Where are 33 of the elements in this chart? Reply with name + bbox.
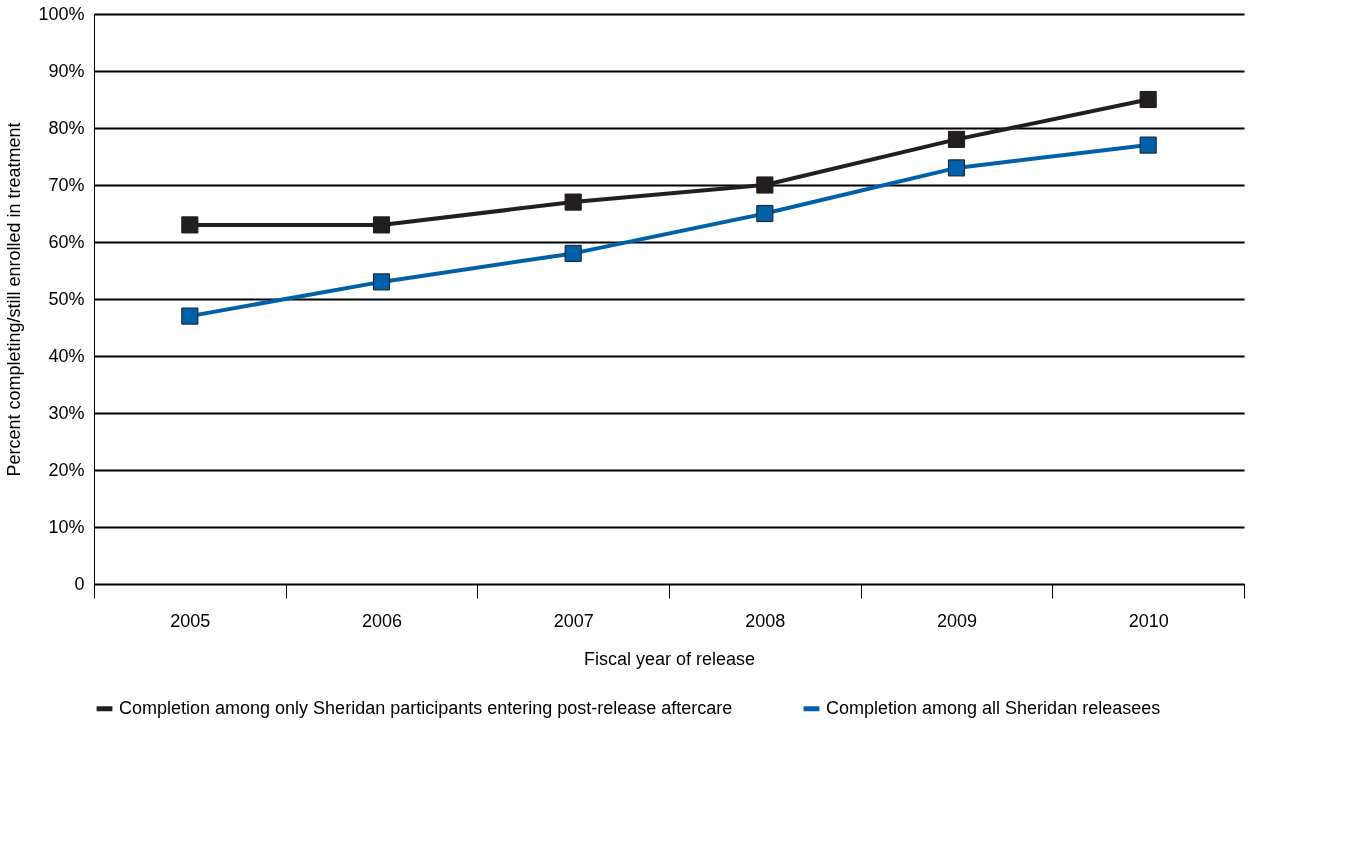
legend-label: Completion among all Sheridan releasees: [826, 697, 1161, 718]
point: [181, 307, 199, 325]
x-tick-label: 2010: [1128, 610, 1169, 631]
x-axis-title: Fiscal year of release: [583, 648, 756, 669]
y-tick-label: 50%: [48, 288, 85, 309]
point: [756, 204, 774, 223]
point: [372, 273, 391, 291]
point: [1139, 90, 1157, 109]
y-tick-label: 40%: [48, 345, 85, 366]
y-tick-label: 70%: [48, 174, 85, 195]
x-tick-label: 2009: [936, 610, 978, 631]
y-tick-label: 100%: [38, 3, 85, 24]
y-tick-label: 20%: [48, 459, 85, 480]
x-tick-label: 2007: [553, 610, 594, 631]
legend-label: Completion among only Sheridan participants entering post-release aftercare: [119, 697, 733, 718]
point: [947, 159, 966, 177]
y-tick-label: 90%: [48, 60, 85, 81]
y-tick-label: 60%: [48, 231, 85, 252]
y-tick-label: 30%: [48, 402, 85, 423]
y-tick-label: 10%: [48, 516, 85, 537]
point: [564, 193, 582, 211]
point: [181, 216, 199, 234]
point: [756, 176, 774, 194]
y-axis-title: Percent completing/still enrolled in treatment: [4, 122, 25, 477]
y-tick-label: 0: [74, 573, 85, 594]
y-tick-label: 80%: [48, 117, 85, 138]
x-tick-label: 2008: [745, 610, 786, 631]
point: [1139, 136, 1157, 154]
point: [372, 216, 391, 234]
x-tick-label: 2005: [170, 610, 211, 631]
point: [564, 244, 582, 262]
point: [947, 130, 966, 148]
x-tick-label: 2006: [361, 610, 403, 631]
